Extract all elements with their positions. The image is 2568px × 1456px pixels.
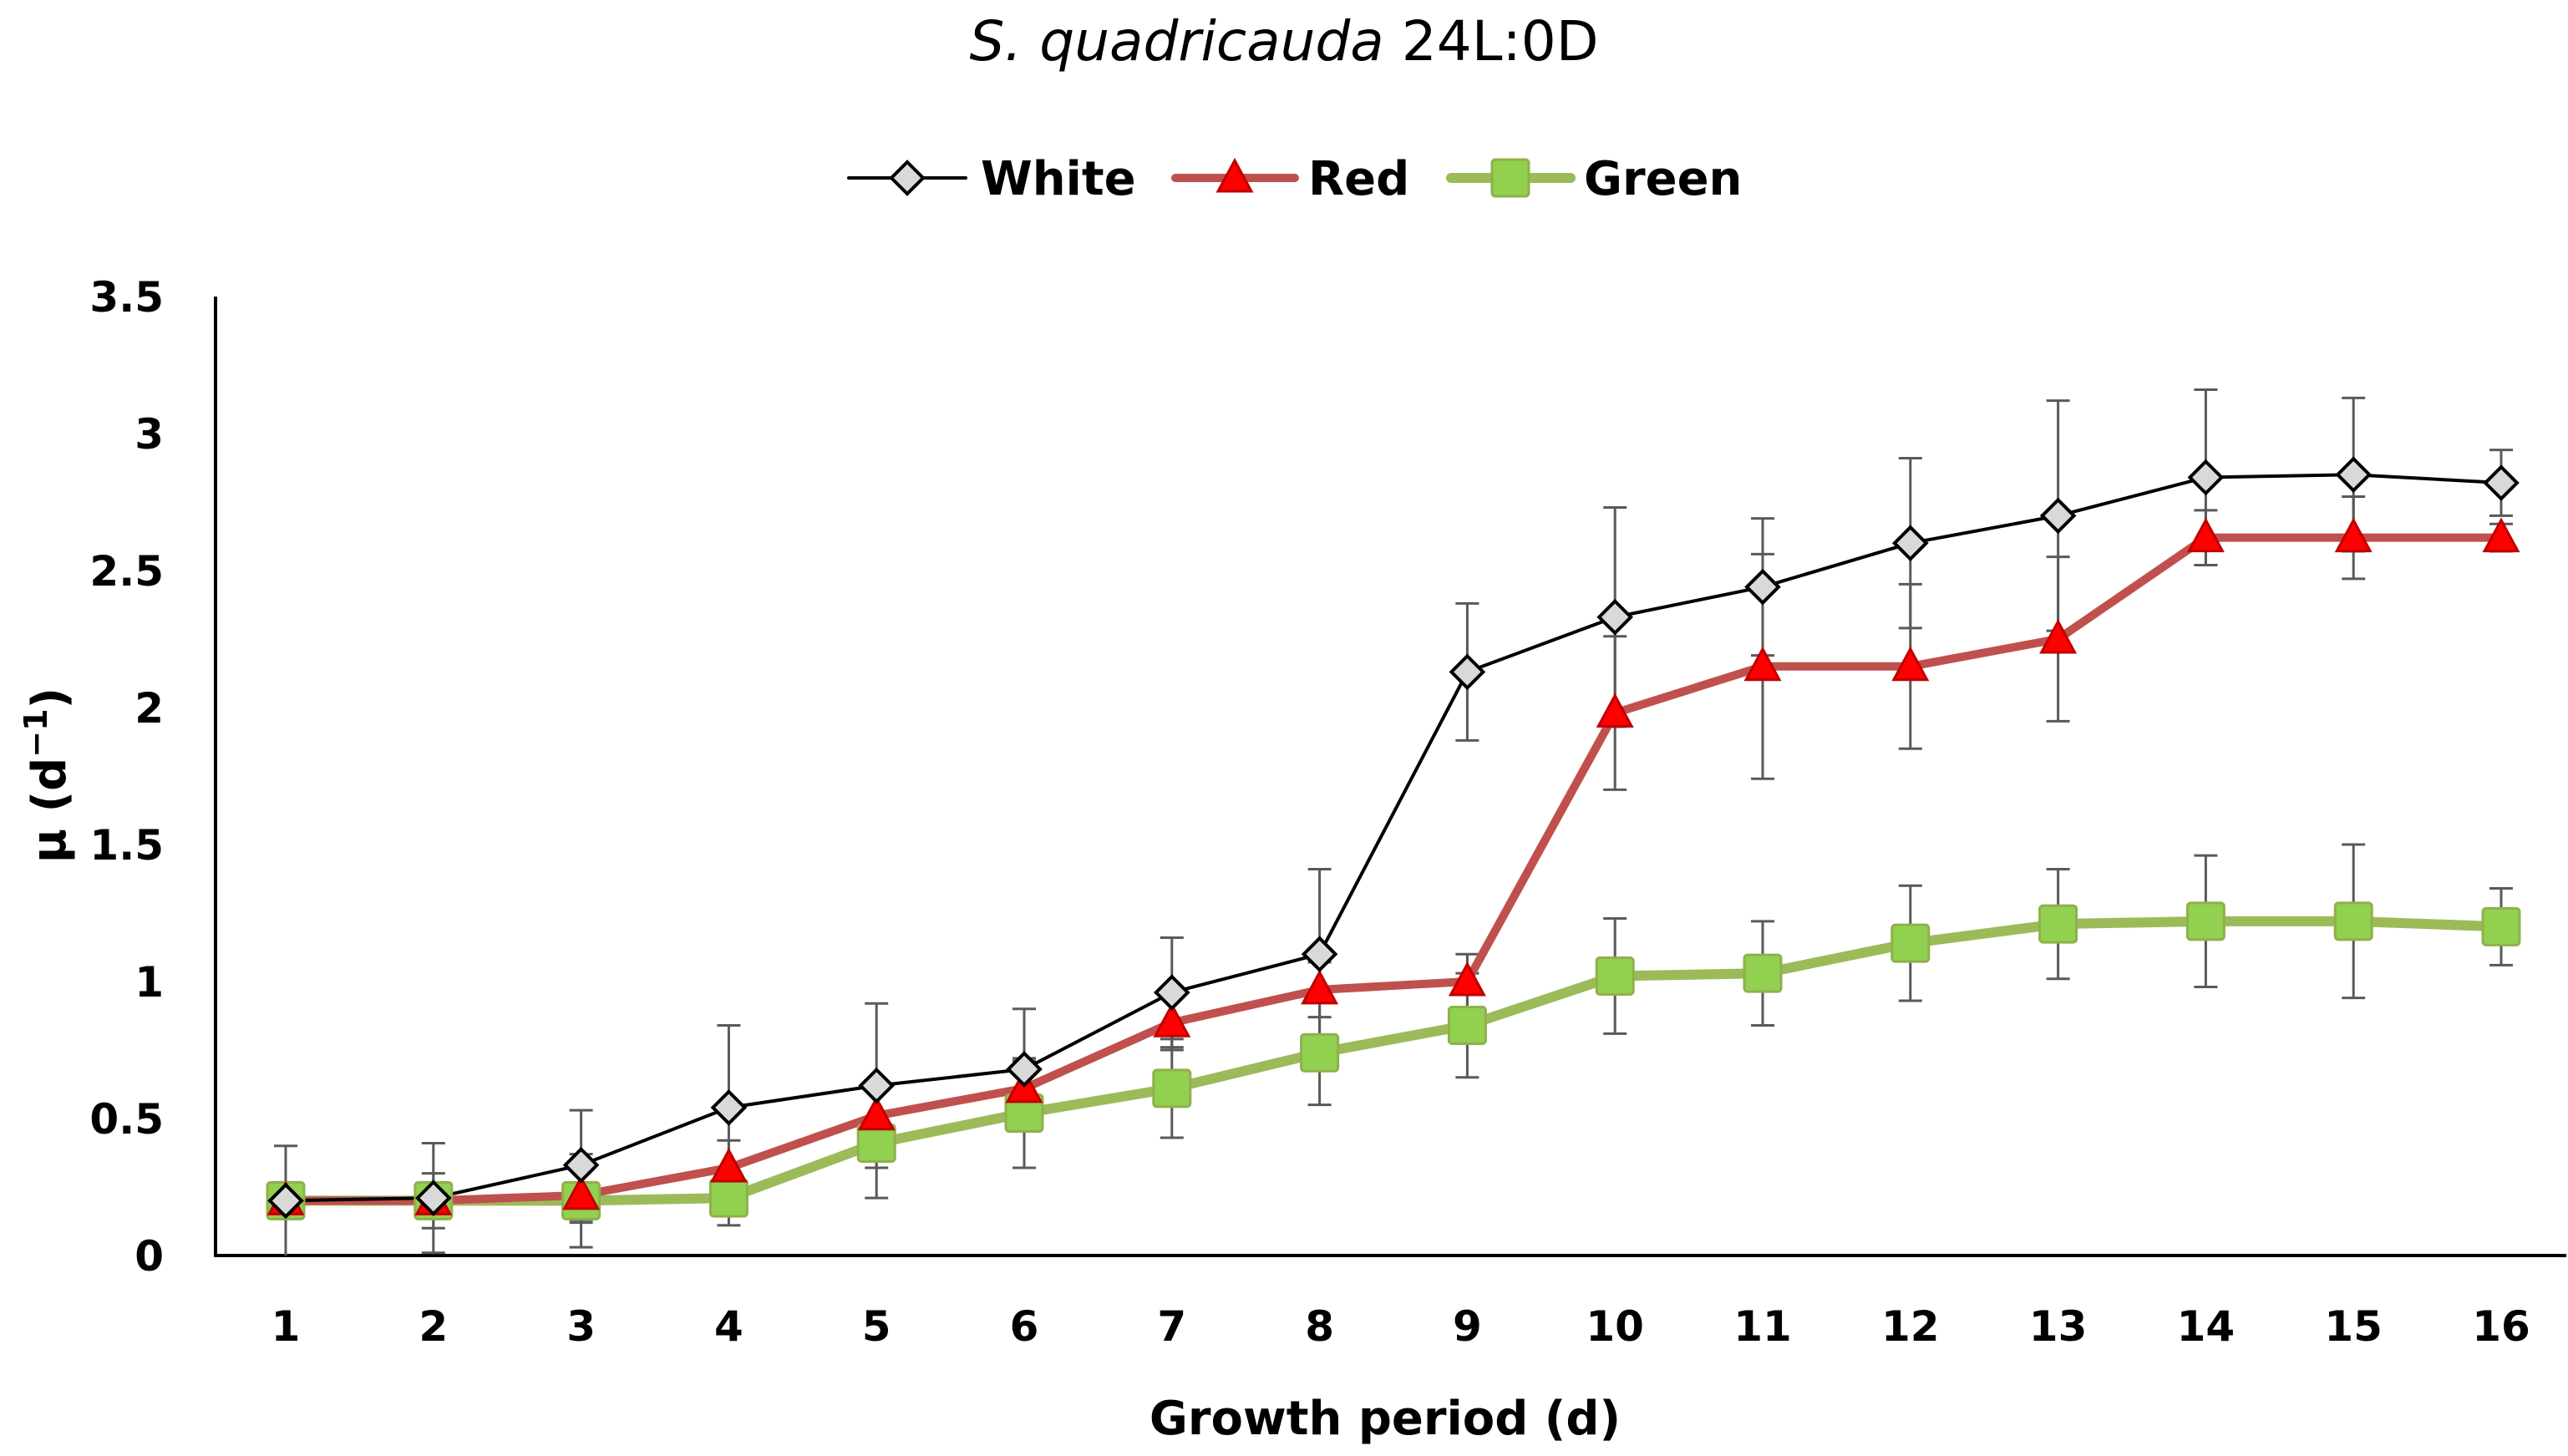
data-point-white — [2187, 459, 2225, 496]
x-tick-label: 10 — [1586, 1302, 1644, 1351]
x-tick-label: 7 — [1157, 1302, 1186, 1351]
data-point-red — [857, 1095, 896, 1131]
data-point-white — [1449, 653, 1486, 691]
data-point-red — [1301, 969, 1339, 1005]
data-point-white — [710, 1089, 748, 1126]
y-tick-label: 1 — [134, 958, 164, 1007]
data-point-green — [2481, 906, 2521, 946]
data-point-white — [267, 1182, 304, 1220]
y-tick-label: 2.5 — [89, 547, 164, 596]
data-point-red — [562, 1174, 601, 1210]
data-point-red — [709, 1147, 748, 1183]
data-point-white — [1891, 525, 1929, 562]
x-tick-label: 13 — [2029, 1302, 2088, 1351]
x-tick-label: 11 — [1733, 1302, 1792, 1351]
x-tick-label: 4 — [714, 1302, 744, 1351]
series-line-red — [282, 533, 2505, 1205]
data-point-green — [2333, 901, 2373, 941]
data-point-green — [1300, 1032, 1340, 1073]
data-point-green — [1743, 953, 1783, 993]
legend-marker-white — [889, 160, 926, 196]
data-point-white — [414, 1180, 452, 1216]
data-point-red — [1891, 646, 1930, 682]
series-lines — [281, 473, 2506, 1206]
y-tick-label: 0 — [134, 1232, 164, 1281]
y-tick-label: 3.5 — [89, 273, 164, 322]
data-point-green — [1152, 1068, 1192, 1108]
y-tick-labels: 0 0.5 1 1.5 2 2.5 3 3.5 — [89, 273, 164, 1281]
y-tick-label: 3 — [134, 410, 164, 459]
x-tick-label: 5 — [862, 1302, 891, 1351]
data-point-red — [2334, 517, 2373, 553]
chart-title: S. quadricauda 24L:0D — [969, 9, 1598, 74]
y-tick-label: 0.5 — [89, 1095, 164, 1144]
data-point-red — [2186, 517, 2225, 553]
axes — [214, 297, 2566, 1257]
data-point-green — [2038, 904, 2078, 944]
legend-marker-red — [1215, 157, 1254, 193]
y-tick-label: 2 — [134, 684, 164, 733]
x-tick-label: 2 — [419, 1302, 448, 1351]
data-point-white — [1006, 1051, 1043, 1088]
chart-title-italic: S. quadricauda — [969, 9, 1383, 74]
legend-label-white: White — [981, 152, 1136, 206]
x-tick-label: 6 — [1010, 1302, 1039, 1351]
data-point-green — [2185, 901, 2225, 941]
chart-title-rest: 24L:0D — [1384, 9, 1599, 74]
x-tick-label: 16 — [2472, 1302, 2530, 1351]
data-point-green — [708, 1178, 749, 1218]
data-point-red — [2039, 618, 2078, 654]
data-point-white — [1596, 598, 1634, 636]
data-point-red — [1596, 692, 1634, 728]
y-axis-label-close: ) — [23, 687, 77, 709]
y-tick-label: 1.5 — [89, 821, 164, 870]
data-point-white — [2483, 464, 2520, 501]
y-axis-label: μ (d−1) — [18, 687, 77, 863]
y-axis-label-main: μ (d — [23, 758, 77, 863]
x-tick-label: 15 — [2324, 1302, 2383, 1351]
x-tick-label: 14 — [2177, 1302, 2236, 1351]
error-bars — [274, 388, 2513, 1256]
x-tick-label: 1 — [272, 1302, 301, 1351]
data-point-white — [858, 1067, 896, 1104]
series-line-white — [284, 473, 2503, 1203]
series-markers — [266, 456, 2521, 1220]
x-tick-label: 12 — [1881, 1302, 1940, 1351]
y-axis-label-sup: −1 — [18, 708, 54, 757]
data-point-green — [1447, 1005, 1487, 1045]
x-axis-label: Growth period (d) — [1150, 1392, 1621, 1446]
legend-label-green: Green — [1584, 152, 1742, 206]
data-point-white — [1153, 974, 1190, 1011]
data-point-red — [1153, 1002, 1191, 1037]
data-point-white — [562, 1146, 600, 1184]
data-point-red — [2482, 517, 2520, 553]
series-line-green — [281, 916, 2506, 1206]
data-point-green — [1890, 923, 1931, 963]
data-point-red — [1448, 961, 1486, 997]
data-point-white — [1301, 936, 1338, 973]
data-point-white — [2335, 456, 2373, 494]
legend-label-red: Red — [1308, 152, 1409, 206]
x-tick-labels: 1 2 3 4 5 6 7 8 9 10 11 12 13 14 15 16 — [272, 1302, 2530, 1351]
x-tick-label: 9 — [1453, 1302, 1482, 1351]
data-point-green — [1595, 956, 1635, 996]
data-point-white — [1744, 568, 1781, 606]
data-point-red — [1743, 646, 1782, 682]
legend: White Red Green — [847, 152, 1742, 206]
x-tick-label: 8 — [1305, 1302, 1334, 1351]
x-tick-label: 3 — [566, 1302, 596, 1351]
legend-marker-green — [1490, 158, 1530, 198]
data-point-white — [2039, 497, 2077, 535]
